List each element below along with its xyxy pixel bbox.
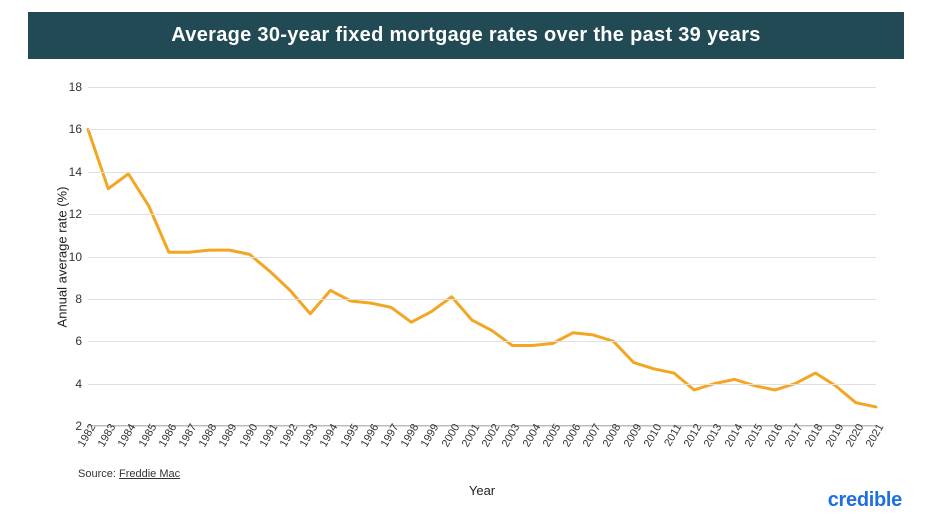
chart-title: Average 30-year fixed mortgage rates ove… [28,12,904,59]
y-tick-label: 6 [58,334,82,348]
y-tick-label: 16 [58,122,82,136]
y-tick-label: 8 [58,292,82,306]
source-link[interactable]: Freddie Mac [119,468,180,480]
y-tick-label: 14 [58,165,82,179]
grid-line [88,214,876,215]
grid-line [88,87,876,88]
y-tick-label: 4 [58,377,82,391]
plot-region: Annual average rate (%) Year 24681012141… [88,87,876,426]
grid-line [88,299,876,300]
y-tick-label: 12 [58,207,82,221]
grid-line [88,172,876,173]
source-attribution: Source: Freddie Mac [78,468,180,480]
grid-line [88,384,876,385]
y-tick-label: 10 [58,250,82,264]
grid-line [88,257,876,258]
y-tick-label: 2 [58,419,82,433]
chart-container: Average 30-year fixed mortgage rates ove… [0,0,932,524]
grid-line [88,341,876,342]
source-prefix: Source: [78,468,119,480]
grid-line [88,129,876,130]
brand-logo: credible [828,489,902,512]
y-tick-label: 18 [58,80,82,94]
x-axis-label: Year [469,483,495,498]
chart-area: Annual average rate (%) Year 24681012141… [28,77,904,516]
